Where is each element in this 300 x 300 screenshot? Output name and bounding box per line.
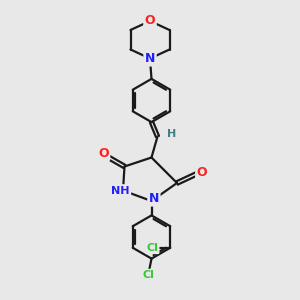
Text: N: N bbox=[145, 52, 155, 65]
Text: N: N bbox=[149, 192, 159, 205]
Text: O: O bbox=[98, 146, 109, 160]
Text: NH: NH bbox=[111, 185, 130, 196]
Text: Cl: Cl bbox=[146, 243, 158, 253]
Text: O: O bbox=[145, 14, 155, 28]
Text: Cl: Cl bbox=[142, 270, 154, 280]
Text: H: H bbox=[167, 129, 176, 139]
Text: O: O bbox=[196, 166, 207, 179]
